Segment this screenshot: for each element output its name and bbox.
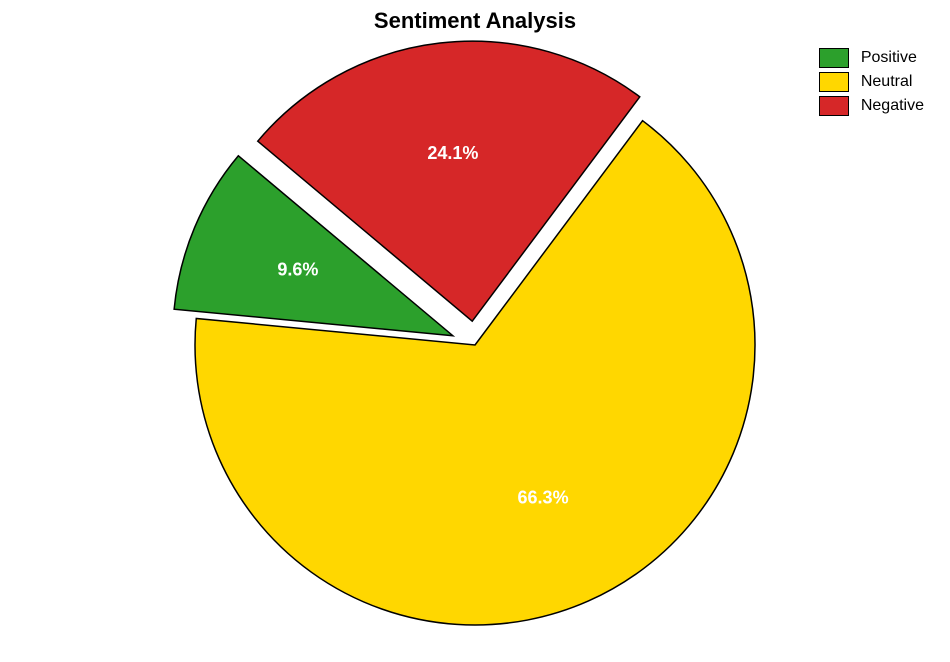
legend-swatch-positive — [819, 48, 849, 68]
pie-chart-svg: 24.1% 66.3% 9.6% — [0, 0, 950, 662]
pie-label-positive: 9.6% — [277, 260, 318, 280]
legend-item-negative: Negative — [819, 96, 924, 116]
legend-label-negative: Negative — [861, 97, 924, 115]
chart-container: { "chart": { "type": "pie", "title": "Se… — [0, 0, 950, 662]
legend-label-positive: Positive — [861, 49, 917, 67]
legend-label-neutral: Neutral — [861, 73, 913, 91]
pie-label-negative: 24.1% — [427, 143, 478, 163]
legend-item-positive: Positive — [819, 48, 924, 68]
legend: Positive Neutral Negative — [819, 48, 924, 120]
legend-item-neutral: Neutral — [819, 72, 924, 92]
legend-swatch-neutral — [819, 72, 849, 92]
pie-label-neutral: 66.3% — [518, 487, 569, 507]
legend-swatch-negative — [819, 96, 849, 116]
